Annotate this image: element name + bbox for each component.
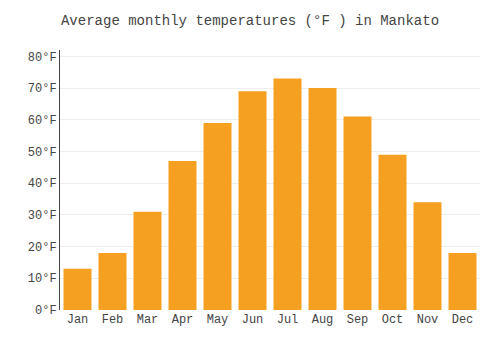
svg-text:Oct: Oct [382, 313, 404, 327]
svg-text:30°F: 30°F [28, 209, 57, 223]
svg-text:0°F: 0°F [35, 304, 57, 318]
svg-text:80°F: 80°F [28, 51, 57, 65]
svg-text:70°F: 70°F [28, 82, 57, 96]
svg-text:Feb: Feb [102, 313, 124, 327]
svg-text:Average monthly temperatures (: Average monthly temperatures (°F ) in Ma… [61, 13, 439, 29]
svg-text:60°F: 60°F [28, 114, 57, 128]
svg-text:40°F: 40°F [28, 177, 57, 191]
svg-text:May: May [207, 313, 229, 327]
svg-text:50°F: 50°F [28, 146, 57, 160]
svg-text:Sep: Sep [347, 313, 369, 327]
svg-text:Dec: Dec [452, 313, 474, 327]
svg-text:Apr: Apr [172, 313, 194, 327]
svg-text:Jan: Jan [67, 313, 89, 327]
svg-text:Nov: Nov [417, 313, 439, 327]
svg-text:Aug: Aug [312, 313, 334, 327]
svg-text:20°F: 20°F [28, 241, 57, 255]
svg-text:Jun: Jun [242, 313, 264, 327]
svg-text:Jul: Jul [277, 313, 299, 327]
svg-text:10°F: 10°F [28, 272, 57, 286]
svg-text:Mar: Mar [137, 313, 159, 327]
